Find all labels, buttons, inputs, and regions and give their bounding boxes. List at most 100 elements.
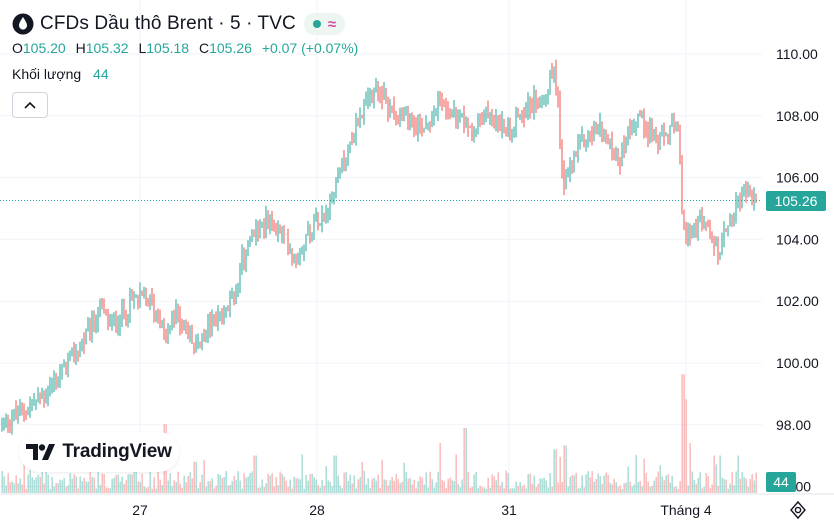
settings-gear-icon[interactable] [788, 500, 808, 520]
volume-bar [311, 473, 313, 493]
volume-bar [259, 487, 261, 493]
volume-bar [49, 488, 51, 493]
volume-bar [515, 481, 517, 493]
y-tick-label: 98.00 [776, 417, 811, 433]
volume-bar [139, 482, 141, 493]
volume-bar [129, 474, 131, 493]
volume-bar [411, 484, 413, 493]
volume-bar [645, 472, 647, 493]
volume-bar [207, 481, 209, 493]
volume-bar [503, 488, 505, 493]
change-value: +0.07 (+0.07%) [261, 40, 359, 56]
volume-bar [693, 480, 695, 493]
volume-bar [287, 486, 289, 493]
volume-bar [423, 484, 425, 493]
volume-bar [301, 454, 303, 493]
volume-bar [113, 477, 115, 493]
volume-bar [457, 483, 459, 493]
volume-bar [299, 479, 301, 493]
volume-bar [415, 488, 417, 493]
volume-bar [339, 485, 341, 493]
x-tick-label: 28 [309, 502, 325, 518]
volume-bar [241, 488, 243, 493]
collapse-legend-button[interactable] [12, 92, 48, 118]
volume-bar [703, 486, 705, 493]
volume-bar [357, 479, 359, 493]
volume-bar [741, 472, 743, 493]
volume-bar [263, 487, 265, 493]
volume-bar [409, 477, 411, 493]
volume-bar [407, 478, 409, 493]
volume-bar [257, 487, 259, 493]
volume-bar [155, 488, 157, 493]
volume-bar [557, 482, 559, 493]
y-tick-label: 106.00 [776, 170, 819, 186]
volume-bar [565, 445, 567, 493]
volume-bar [335, 455, 337, 493]
volume-bar [675, 486, 677, 493]
volume-bar [63, 478, 65, 493]
volume-bar [569, 477, 571, 493]
volume-bar [205, 486, 207, 493]
volume-bar [179, 483, 181, 493]
volume-bar [3, 476, 5, 493]
volume-bar [461, 479, 463, 493]
market-status-pill[interactable]: ≈ [303, 13, 346, 35]
volume-bar [143, 486, 145, 493]
volume-bar [225, 471, 227, 493]
volume-bar [317, 485, 319, 493]
symbol-title-row[interactable]: CFDs Dầu thô Brent · 5 · TVC ≈ [12, 10, 364, 38]
volume-bar [433, 487, 435, 493]
volume-bar [715, 464, 717, 493]
x-tick-label: Tháng 4 [660, 502, 712, 518]
y-tick-label: 100.00 [776, 355, 819, 371]
volume-bar [149, 454, 151, 493]
volume-bar [635, 454, 637, 493]
price-axis[interactable]: 110.00 108.00 106.00 104.00 102.00 100.00 98.0… [776, 46, 819, 495]
volume-bar [97, 471, 99, 493]
volume-bar [749, 478, 751, 493]
volume-bar [589, 477, 591, 493]
volume-bar [57, 483, 59, 493]
volume-bar [17, 483, 19, 493]
high-label: H [75, 40, 86, 56]
volume-bar [617, 487, 619, 493]
volume-bar [91, 476, 93, 493]
volume-bar [713, 455, 715, 493]
volume-bar [591, 471, 593, 493]
volume-bar [489, 487, 491, 493]
volume-label: Khối lượng [12, 66, 82, 82]
volume-legend[interactable]: Khối lượng 44 [12, 66, 364, 82]
volume-bar [101, 473, 103, 493]
tradingview-logo[interactable]: TradingView [19, 432, 179, 472]
time-axis[interactable]: 27 28 31 Tháng 4 [0, 493, 834, 518]
volume-bar [745, 478, 747, 493]
volume-bar [59, 479, 61, 493]
volume-bar [375, 480, 377, 493]
low-value: 105.18 [146, 40, 190, 56]
volume-bar [111, 478, 113, 493]
volume-bar [269, 475, 271, 493]
volume-bar [429, 471, 431, 493]
volume-bar [119, 481, 121, 493]
volume-bar [281, 473, 283, 493]
y-tick-label: 104.00 [776, 231, 819, 247]
approx-icon: ≈ [327, 15, 337, 33]
volume-bar [251, 471, 253, 493]
volume-bar [559, 456, 561, 493]
volume-bar [499, 485, 501, 493]
volume-bar [683, 374, 685, 493]
volume-bar [533, 475, 535, 493]
volume-bar [211, 478, 213, 493]
volume-bar [485, 488, 487, 493]
volume-bar [169, 473, 171, 493]
volume-bar [297, 478, 299, 493]
volume-bar [417, 481, 419, 493]
volume-bar [595, 479, 597, 493]
volume-bar [361, 461, 363, 493]
symbol-title[interactable]: CFDs Dầu thô Brent · 5 · TVC [40, 13, 296, 34]
volume-bar [99, 484, 101, 493]
volume-bar [267, 473, 269, 493]
volume-bar [599, 476, 601, 493]
